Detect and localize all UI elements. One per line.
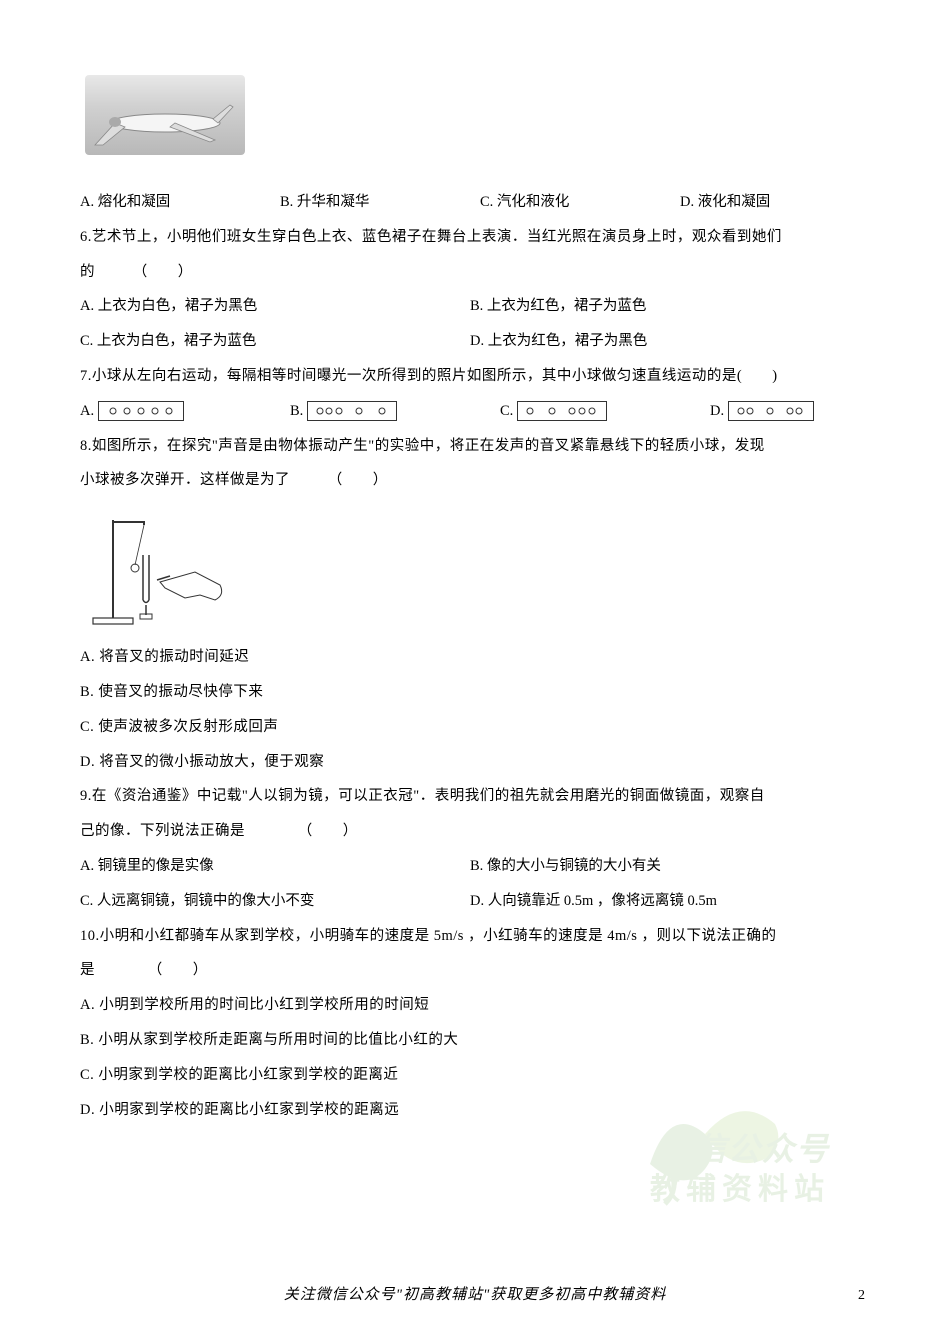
q6-text-2: 的 （ ）: [80, 255, 875, 290]
q9-opts-2: C. 人远离铜镜，铜镜中的像大小不变 D. 人向镜靠近 0.5m ，像将远离镜 …: [80, 884, 875, 919]
q7-opts: A. B. C. D.: [80, 394, 875, 429]
q8-text-2: 小球被多次弹开．这样做是为了 （ ）: [80, 463, 875, 498]
q9-text-2: 己的像．下列说法正确是 （ ）: [80, 814, 875, 849]
q7-fig-d: [728, 401, 814, 421]
q8-opt-d: D. 将音叉的微小振动放大，便于观察: [80, 745, 875, 780]
q8-opt-c: C. 使声波被多次反射形成回声: [80, 710, 875, 745]
q5-options: A. 熔化和凝固 B. 升华和凝华 C. 汽化和液化 D. 液化和凝固: [80, 185, 875, 220]
q10-text-1: 10.小明和小红都骑车从家到学校，小明骑车的速度是 5m/s ，小红骑车的速度是…: [80, 919, 875, 954]
q9-opt-d: D. 人向镜靠近 0.5m ，像将远离镜 0.5m: [470, 884, 860, 919]
footer-text: 关注微信公众号"初高教辅站"获取更多初高中教辅资料: [0, 1283, 950, 1304]
q7-label-a: A.: [80, 403, 94, 419]
q6-opts-2: C. 上衣为白色，裙子为蓝色 D. 上衣为红色，裙子为黑色: [80, 324, 875, 359]
q8-opt-a: A. 将音叉的振动时间延迟: [80, 640, 875, 675]
q6-opts-1: A. 上衣为白色，裙子为黑色 B. 上衣为红色，裙子为蓝色: [80, 289, 875, 324]
watermark-text-2: 教辅资料站: [650, 1164, 830, 1208]
q5-opt-b: B. 升华和凝华: [280, 185, 480, 220]
page-number: 2: [858, 1288, 865, 1304]
q6-text-1: 6.艺术节上，小明他们班女生穿白色上衣、蓝色裙子在舞台上表演．当红光照在演员身上…: [80, 220, 875, 255]
q9-opt-c: C. 人远离铜镜，铜镜中的像大小不变: [80, 884, 470, 919]
q7-label-c: C.: [500, 403, 513, 419]
q8-text-1: 8.如图所示，在探究"声音是由物体振动产生"的实验中，将正在发声的音叉紧靠悬线下…: [80, 429, 875, 464]
q10-opt-a: A. 小明到学校所用的时间比小红到学校所用的时间短: [80, 988, 875, 1023]
q6-opt-a: A. 上衣为白色，裙子为黑色: [80, 289, 470, 324]
q9-opt-b: B. 像的大小与铜镜的大小有关: [470, 849, 860, 884]
q9-opts-1: A. 铜镜里的像是实像 B. 像的大小与铜镜的大小有关: [80, 849, 875, 884]
q7-fig-b: [307, 401, 397, 421]
q9-opt-a: A. 铜镜里的像是实像: [80, 849, 470, 884]
q10-opt-d: D. 小明家到学校的距离比小红家到学校的距离远: [80, 1093, 875, 1128]
q6-opt-b: B. 上衣为红色，裙子为蓝色: [470, 289, 860, 324]
q7-text: 7.小球从左向右运动，每隔相等时间曝光一次所得到的照片如图所示，其中小球做匀速直…: [80, 359, 875, 394]
tuning-fork-figure: [85, 510, 235, 630]
q7-label-b: B.: [290, 403, 303, 419]
q6-opt-d: D. 上衣为红色，裙子为黑色: [470, 324, 860, 359]
q10-opt-b: B. 小明从家到学校所走距离与所用时间的比值比小红的大: [80, 1023, 875, 1058]
watermark-text-1: 微信公众号: [660, 1124, 830, 1170]
q10-text-2: 是 （ ）: [80, 953, 875, 988]
q7-label-d: D.: [710, 403, 724, 419]
q5-opt-c: C. 汽化和液化: [480, 185, 680, 220]
q5-opt-d: D. 液化和凝固: [680, 185, 830, 220]
q6-opt-c: C. 上衣为白色，裙子为蓝色: [80, 324, 470, 359]
q5-opt-a: A. 熔化和凝固: [80, 185, 280, 220]
airplane-figure: [85, 75, 245, 155]
q8-opt-b: B. 使音叉的振动尽快停下来: [80, 675, 875, 710]
q7-fig-a: [98, 401, 184, 421]
q9-text-1: 9.在《资治通鉴》中记载"人以铜为镜，可以正衣冠"．表明我们的祖先就会用磨光的铜…: [80, 779, 875, 814]
q10-opt-c: C. 小明家到学校的距离比小红家到学校的距离近: [80, 1058, 875, 1093]
q7-fig-c: [517, 401, 607, 421]
